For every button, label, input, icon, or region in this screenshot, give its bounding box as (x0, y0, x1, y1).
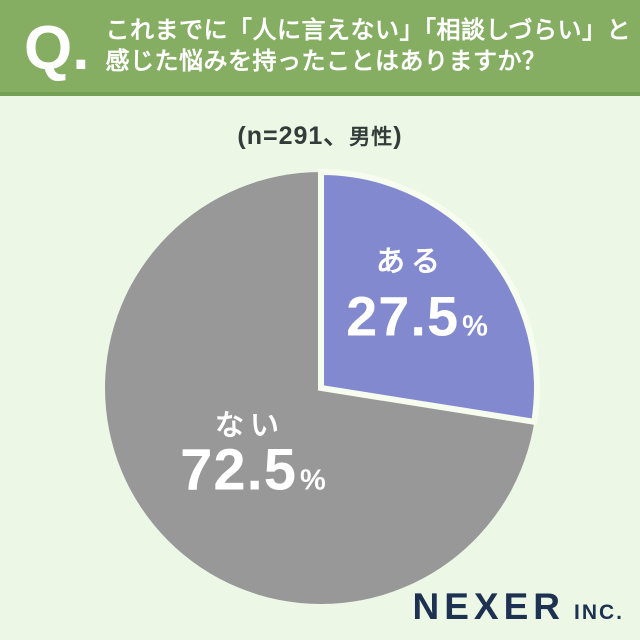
slice-value-aru-unit: % (462, 310, 488, 343)
slice-label-aru: ある (375, 246, 447, 278)
slice-value-aru-number: 27.5 (346, 284, 460, 348)
sample-note-group: 男性 (349, 126, 394, 149)
question-line-2: 感じた悩みを持ったことはありますか？ (105, 48, 547, 75)
slice-value-nai: 72.5 % (180, 437, 326, 504)
q-mark: Q. (24, 14, 90, 83)
question-text: これまでに「人に言えない」「相談しづらい」と 感じた悩みを持ったことはありますか… (105, 15, 631, 77)
sample-note-suffix: ) (393, 122, 403, 150)
slice-value-aru: 27.5 % (346, 284, 488, 349)
nexer-logo-name: NEXER (412, 586, 565, 627)
nexer-logo: NEXER INC. (413, 586, 624, 628)
question-header: Q. これまでに「人に言えない」「相談しづらい」と 感じた悩みを持ったことはあり… (0, 0, 640, 96)
question-line-1: これまでに「人に言えない」「相談しづらい」と (105, 17, 632, 44)
slice-value-nai-unit: % (300, 464, 326, 497)
pie-slice-aru (318, 168, 540, 426)
slice-value-nai-number: 72.5 (180, 437, 298, 503)
nexer-logo-suffix: INC. (574, 601, 624, 624)
sample-note-prefix: (n=291、 (237, 122, 350, 150)
sample-size-note: (n=291、男性) (0, 116, 640, 152)
slice-label-nai: ない (214, 410, 286, 442)
